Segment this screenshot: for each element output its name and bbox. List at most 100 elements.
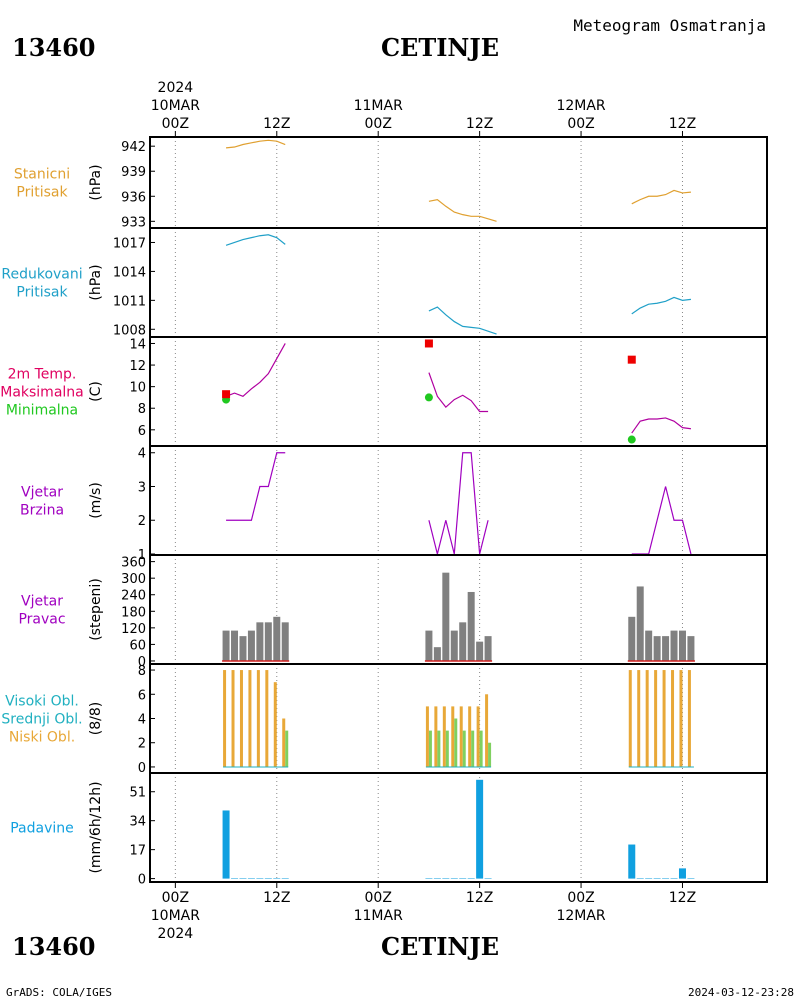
ytick-label: 120 [121,622,146,637]
wind-dir-bar-6 [273,616,281,661]
unit-label: (hPa) [88,264,104,300]
unit-label: (stepeni) [88,578,104,641]
panel-frame [149,227,768,338]
wind-dir-bar-19 [653,636,661,661]
panel-label-2: Niski Obl. [9,730,75,746]
top-date-label: 12MAR [556,98,605,114]
ytick-label: 34 [129,815,146,830]
precip-bar-1 [231,878,239,879]
ytick-label: 942 [121,140,146,155]
wind-dir-bar-7 [281,622,289,661]
footer-station-name: CETINJE [381,932,499,961]
mid-cloud-bar-12 [462,730,466,767]
temp-line-1 [428,372,489,413]
precip-bar-9 [433,878,441,879]
precip-bar-21 [670,878,678,879]
panel-frame [149,772,768,883]
low-cloud-bar-18 [645,670,649,767]
ytick-label: 60 [129,638,146,653]
panel-label-1: Pravac [18,612,65,628]
ytick-label: 180 [121,605,146,620]
low-cloud-bar-23 [687,670,691,767]
mid-cloud-bar-14 [479,730,483,767]
panel-label-1: Pritisak [16,185,68,201]
ytick-label: 17 [129,844,146,859]
precip-bar-17 [636,878,644,879]
panel-reduced_pressure: 1017 1014 1011 1008 (hPa) Redukovani Pritisak [1,227,768,338]
mid-cloud-bar-13 [471,730,475,767]
series-line-2 [631,296,691,315]
ytick-label: 1 [138,548,146,563]
precip-bar-5 [264,878,272,879]
ytick-label: 0 [138,655,146,670]
series-line-0 [225,234,286,246]
wind-dir-bar-21 [670,630,678,661]
low-cloud-bar-14 [476,706,480,767]
bottom-date-label: 12MAR [556,908,605,924]
precip-bar-16 [628,844,636,879]
mid-cloud-bar-11 [454,718,458,767]
wind-dir-bar-14 [476,641,484,661]
station-name: CETINJE [381,33,499,62]
ytick-label: 1014 [113,265,146,280]
precip-bar-12 [459,878,467,879]
ytick-label: 0 [138,761,146,776]
wind-dir-bar-9 [433,647,441,661]
ytick-label: 2 [138,737,146,752]
ytick-label: 3 [138,480,146,495]
panel-temperature: 14 12 10 8 6 (C) 2m Temp. Maksimalna Minimalna [0,336,768,447]
precip-bar-7 [281,878,289,879]
top-date-label: 11MAR [354,98,403,114]
series-line-2 [631,189,691,205]
panel-label-0: Vjetar [21,594,63,610]
low-cloud-bar-7 [282,718,286,767]
low-cloud-bar-16 [628,670,632,767]
wind-dir-bar-8 [425,630,433,661]
temp-line-2 [631,417,692,434]
low-cloud-bar-6 [273,682,277,767]
wind-dir-bar-2 [239,636,247,661]
mid-cloud-bar-10 [445,730,449,767]
precip-bar-11 [450,878,458,879]
bottom-time-label: 00Z [567,890,594,906]
max-temp-point-1 [424,339,433,348]
panel-label-0: Redukovani [1,267,82,283]
low-cloud-bar-20 [662,670,666,767]
bottom-time-label: 00Z [365,890,392,906]
unit-label: (hPa) [88,164,104,200]
ytick-label: 6 [138,424,146,439]
low-cloud-bar-0 [223,670,227,767]
unit-label: (8/8) [88,702,104,735]
max-temp-point-0 [222,390,231,399]
series-line-1 [428,452,489,555]
mid-cloud-bar-9 [437,730,441,767]
bottom-year-label: 2024 [158,926,194,942]
low-cloud-bar-5 [265,670,269,767]
bottom-date-label: 11MAR [354,908,403,924]
ytick-label: 360 [121,556,146,571]
low-cloud-bar-19 [654,670,658,767]
ytick-label: 8 [138,402,146,417]
temp-line-0 [225,343,286,398]
low-cloud-bar-9 [434,706,438,767]
bottom-date-label: 10MAR [151,908,200,924]
panel-label-1: Maksimalna [0,385,84,401]
precip-bar-13 [467,878,475,879]
ytick-label: 240 [121,589,146,604]
precip-bar-2 [239,878,247,879]
chart-title: Meteogram Osmatranja [573,16,766,35]
wind-dir-bar-3 [247,630,255,661]
min-temp-point-2 [627,435,636,444]
low-cloud-bar-2 [239,670,243,767]
precip-bar-0 [222,810,230,879]
wind-dir-bar-17 [636,586,644,661]
series-line-0 [226,452,286,521]
panels: 942939936933(hPa)StanicniPritisak1017101… [0,136,768,888]
ytick-label: 939 [121,165,146,180]
precip-bar-15 [484,878,492,879]
mid-cloud-bar-7 [285,730,289,767]
precip-bar-23 [687,878,695,879]
wind-dir-bar-11 [450,630,458,661]
bottom-time-label: 00Z [162,890,189,906]
